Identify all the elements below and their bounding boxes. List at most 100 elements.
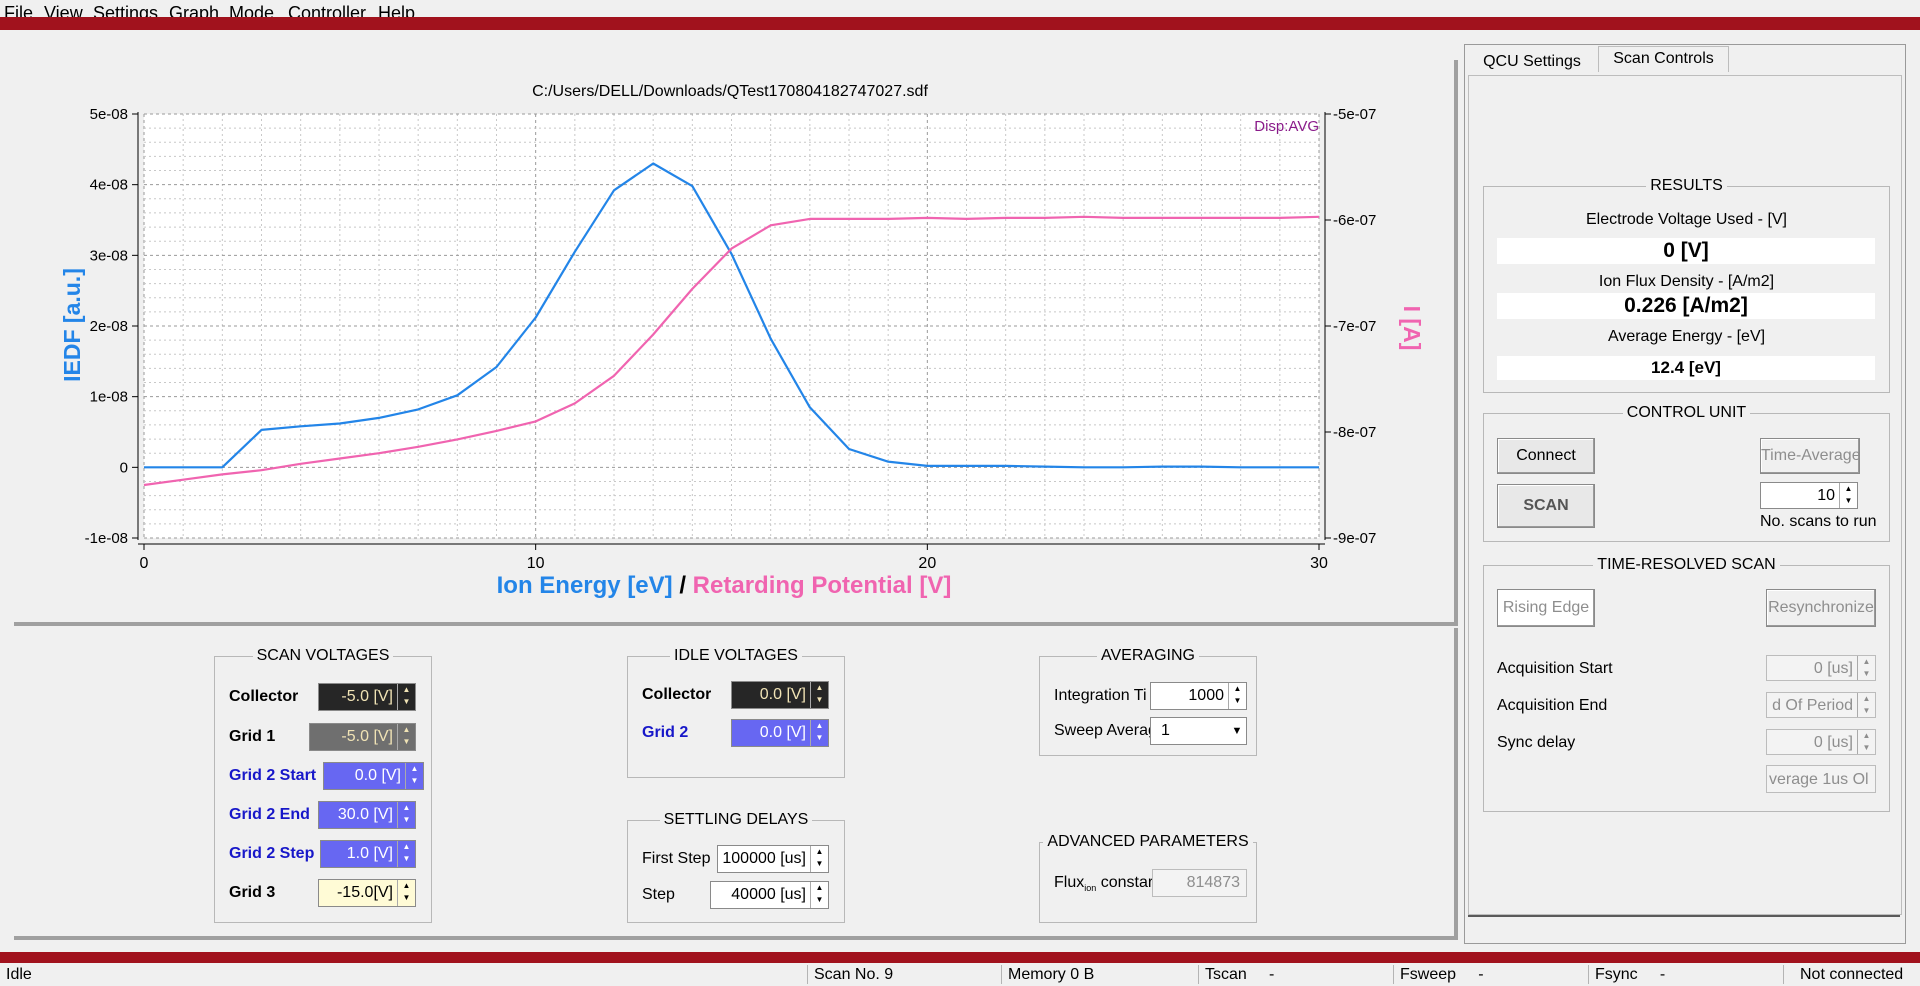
y-right-label: I [A] xyxy=(1399,306,1425,351)
scans-count-spinbox[interactable]: 10 ▲ ▼ xyxy=(1760,482,1858,509)
control-unit-title: CONTROL UNIT xyxy=(1622,404,1751,421)
grid3-label: Grid 3 xyxy=(229,884,276,901)
x-tick-label: 20 xyxy=(918,555,936,572)
spin-arrows-icon[interactable]: ▲ ▼ xyxy=(810,720,828,746)
advanced-parameters-group: ADVANCED PARAMETERS Fluxion constar 8148… xyxy=(1039,833,1257,923)
tab-page-bottom-line xyxy=(1468,915,1900,917)
sweep-average-select[interactable]: 1 ▼ xyxy=(1150,717,1247,745)
series-current-line xyxy=(143,215,1320,487)
spin-arrows-icon[interactable]: ▲ ▼ xyxy=(1857,656,1875,680)
advanced-parameters-title: ADVANCED PARAMETERS xyxy=(1043,833,1253,850)
scan-button[interactable]: SCAN xyxy=(1497,484,1595,528)
time-average-button[interactable]: Time-Average xyxy=(1760,438,1860,474)
tab-qcu-settings[interactable]: QCU Settings xyxy=(1483,53,1581,70)
scan-voltages-group: SCAN VOLTAGES Collector -5.0 [V] ▲ ▼ Grid … xyxy=(214,647,432,923)
first-step-spinbox[interactable]: 100000 [us] ▲ ▼ xyxy=(717,845,829,873)
idle-voltages-group: IDLE VOLTAGES Collector 0.0 [V] ▲ ▼ Grid 2… xyxy=(627,647,845,778)
status-memory: Memory 0 B xyxy=(1008,966,1095,983)
status-separator xyxy=(1783,965,1784,984)
spin-arrows-icon[interactable]: ▲ ▼ xyxy=(397,724,415,750)
status-separator xyxy=(1198,965,1199,984)
first-step-label: First Step xyxy=(642,850,711,867)
spin-arrows-icon[interactable]: ▲ ▼ xyxy=(1857,693,1875,717)
time-resolved-group: TIME-RESOLVED SCAN Rising Edge Resynchro… xyxy=(1483,556,1890,812)
connect-button[interactable]: Connect xyxy=(1497,438,1595,474)
idle-voltages-title: IDLE VOLTAGES xyxy=(670,647,802,664)
rising-edge-toggle[interactable]: Rising Edge xyxy=(1497,589,1595,627)
electrode-voltage-value: 0 [V] xyxy=(1497,238,1875,264)
grid2-start-spinbox[interactable]: 0.0 [V] ▲ ▼ xyxy=(323,762,424,790)
x-tick-label: 30 xyxy=(1310,555,1328,572)
idle-collector-spinbox[interactable]: 0.0 [V] ▲ ▼ xyxy=(731,681,829,709)
y-left-tick-label: 1e-08 xyxy=(90,389,128,406)
x-tick-label: 0 xyxy=(140,555,149,572)
average-energy-label: Average Energy - [eV] xyxy=(1607,328,1766,345)
tab-scan-controls[interactable]: Scan Controls xyxy=(1598,46,1729,72)
spin-arrows-icon[interactable]: ▲ ▼ xyxy=(405,763,423,789)
y-right-tick-label: -7e-07 xyxy=(1333,318,1376,335)
grid2-step-spinbox[interactable]: 1.0 [V] ▲ ▼ xyxy=(320,840,416,868)
grid1-label: Grid 1 xyxy=(229,728,276,745)
sweep-average-label: Sweep Averag xyxy=(1054,722,1152,739)
status-separator xyxy=(1588,965,1589,984)
results-title: RESULTS xyxy=(1646,177,1727,194)
control-unit-group: CONTROL UNIT Connect SCAN Time-Average 1… xyxy=(1483,404,1890,542)
y-left-tick-label: 3e-08 xyxy=(90,247,128,264)
acquisition-start-spinbox[interactable]: 0 [us] ▲ ▼ xyxy=(1766,655,1876,681)
idle-grid2-spinbox[interactable]: 0.0 [V] ▲ ▼ xyxy=(731,719,829,747)
grid3-spinbox[interactable]: -15.0[V] ▲ ▼ xyxy=(318,879,416,907)
grid2-end-label: Grid 2 End xyxy=(229,806,310,823)
flux-constant-field[interactable]: 814873 xyxy=(1152,869,1247,897)
spin-arrows-icon[interactable]: ▲ ▼ xyxy=(810,846,828,872)
resynchronize-button[interactable]: Resynchronize xyxy=(1766,589,1876,627)
averaging-title: AVERAGING xyxy=(1097,647,1199,664)
step-spinbox[interactable]: 40000 [us] ▲ ▼ xyxy=(710,881,829,909)
status-scan-number: Scan No. 9 xyxy=(814,966,894,983)
x-tick-label: 10 xyxy=(527,555,545,572)
status-state: Idle xyxy=(6,966,32,983)
idle-grid2-label: Grid 2 xyxy=(642,724,689,741)
spin-arrows-icon[interactable]: ▲ ▼ xyxy=(1839,483,1857,508)
chevron-down-icon[interactable]: ▼ xyxy=(1231,725,1243,737)
spin-arrows-icon[interactable]: ▲ ▼ xyxy=(397,684,415,710)
x-label-energy: Ion Energy [eV] xyxy=(497,572,673,599)
electrode-voltage-label: Electrode Voltage Used - [V] xyxy=(1586,211,1787,228)
spin-arrows-icon[interactable]: ▲ ▼ xyxy=(810,882,828,908)
average-mode-field[interactable]: verage 1us Ol xyxy=(1766,765,1876,793)
status-fsweep: Fsweep - xyxy=(1400,966,1484,983)
spin-arrows-icon[interactable]: ▲ ▼ xyxy=(1857,730,1875,754)
y-left-label: IEDF [a.u.] xyxy=(59,268,85,382)
flux-constant-label: Fluxion constar xyxy=(1054,874,1152,894)
y-left-tick-label: 2e-08 xyxy=(90,318,128,335)
spin-arrows-icon[interactable]: ▲ ▼ xyxy=(1228,683,1246,709)
acquisition-end-spinbox[interactable]: d Of Period ▲ ▼ xyxy=(1766,692,1876,718)
settling-delays-title: SETTLING DELAYS xyxy=(659,811,813,828)
grid2-end-spinbox[interactable]: 30.0 [V] ▲ ▼ xyxy=(318,801,416,829)
scan-collector-spinbox[interactable]: -5.0 [V] ▲ ▼ xyxy=(318,683,416,711)
iedf-chart[interactable]: C:/Users/DELL/Downloads/QTest17080418274… xyxy=(14,60,1458,626)
sync-delay-spinbox[interactable]: 0 [us] ▲ ▼ xyxy=(1766,729,1876,755)
status-separator xyxy=(1393,965,1394,984)
spin-arrows-icon[interactable]: ▲ ▼ xyxy=(397,841,415,867)
grid2-step-label: Grid 2 Step xyxy=(229,845,315,862)
ion-flux-label: Ion Flux Density - [A/m2] xyxy=(1598,273,1775,290)
acquisition-end-label: Acquisition End xyxy=(1497,697,1608,714)
plot-panel: C:/Users/DELL/Downloads/QTest17080418274… xyxy=(14,60,1458,626)
spin-arrows-icon[interactable]: ▲ ▼ xyxy=(810,682,828,708)
results-group: RESULTS Electrode Voltage Used - [V] 0 [… xyxy=(1483,177,1890,393)
scan-grid1-spinbox[interactable]: -5.0 [V] ▲ ▼ xyxy=(309,723,416,751)
integration-time-label: Integration Ti xyxy=(1054,687,1147,704)
integration-time-spinbox[interactable]: 1000 ▲ ▼ xyxy=(1150,682,1247,710)
ion-flux-value: 0.226 [A/m2] xyxy=(1497,293,1875,319)
status-separator xyxy=(807,965,808,984)
spin-arrows-icon[interactable]: ▲ ▼ xyxy=(397,880,415,906)
status-bar: Idle Scan No. 9 Memory 0 B Tscan - Fswee… xyxy=(0,963,1920,986)
spin-arrows-icon[interactable]: ▲ ▼ xyxy=(397,802,415,828)
scan-voltages-title: SCAN VOLTAGES xyxy=(252,647,394,664)
x-axis-label: Ion Energy [eV] / Retarding Potential [V… xyxy=(497,572,952,599)
y-right-tick-label: -6e-07 xyxy=(1333,212,1376,229)
status-connection: Not connected xyxy=(1800,966,1904,983)
y-left-tick-label: 4e-08 xyxy=(90,177,128,194)
plot-series xyxy=(143,162,1320,487)
x-label-sep: / xyxy=(679,572,686,599)
